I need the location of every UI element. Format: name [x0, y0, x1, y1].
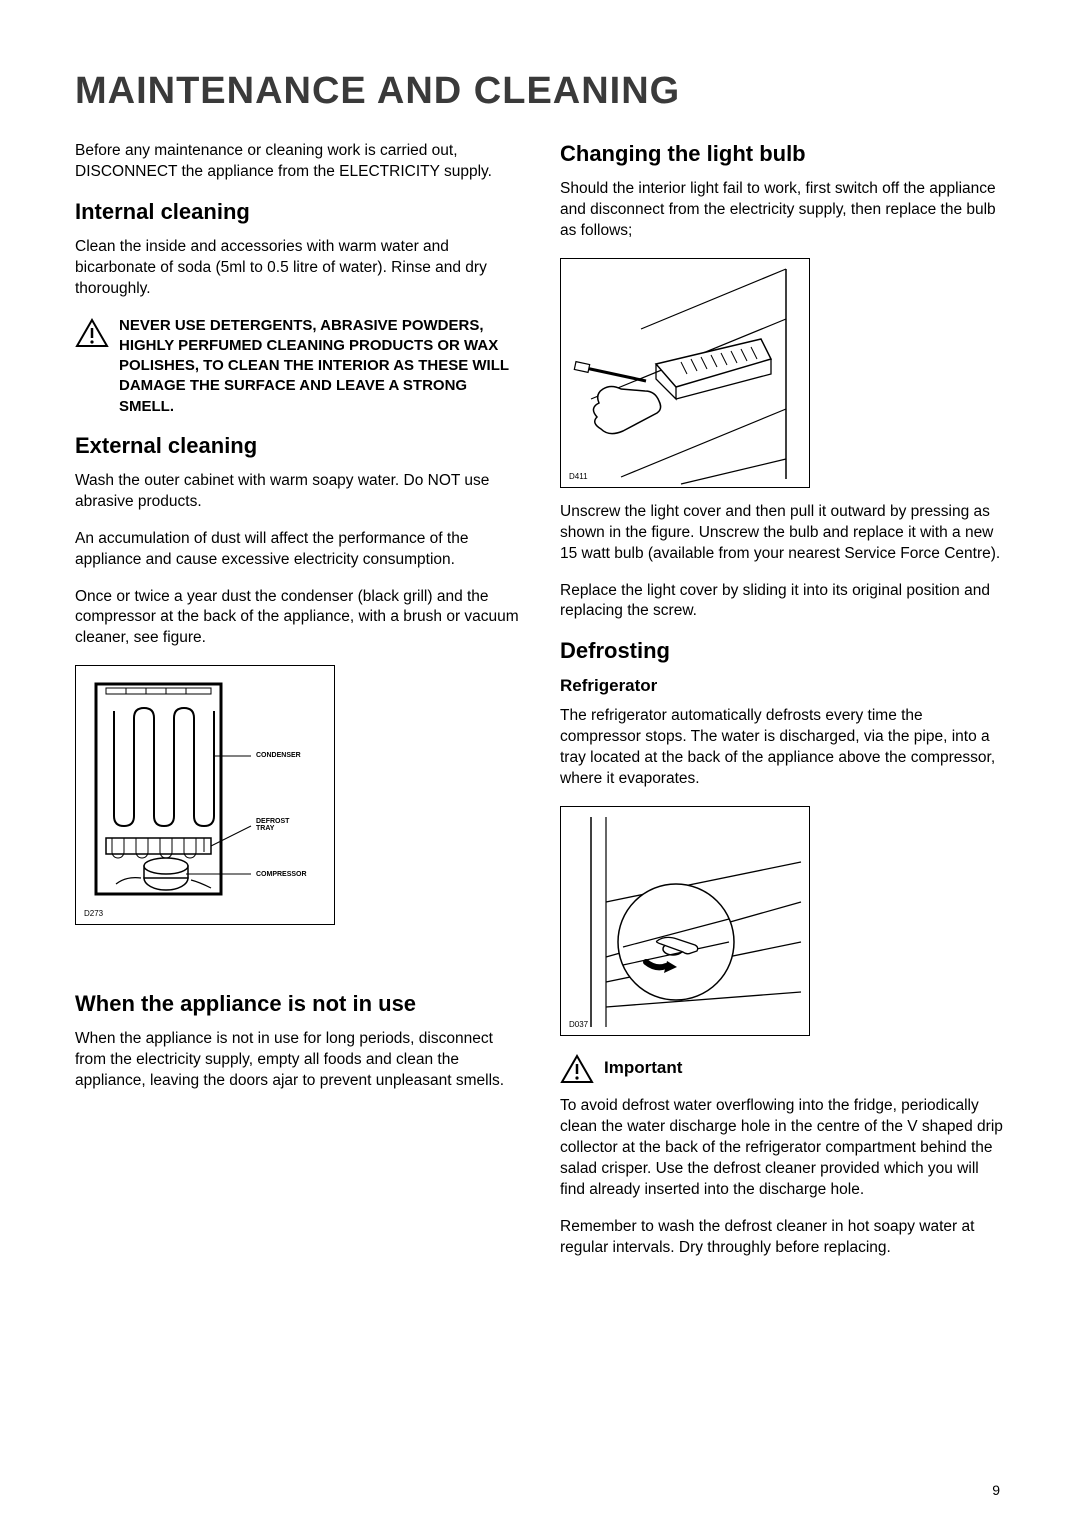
internal-cleaning-heading: Internal cleaning: [75, 199, 520, 225]
light-bulb-heading: Changing the light bulb: [560, 141, 1005, 167]
figure-light-bulb: D411: [560, 258, 810, 488]
important-row: Important: [560, 1052, 1005, 1084]
defrost-p1: The refrigerator automatically defrosts …: [560, 706, 1005, 790]
defrost-p3: Remember to wash the defrost cleaner in …: [560, 1217, 1005, 1259]
figure-label-compressor: COMPRESSOR: [256, 871, 307, 878]
defrost-p2: To avoid defrost water overflowing into …: [560, 1096, 1005, 1201]
external-p1: Wash the outer cabinet with warm soapy w…: [75, 471, 520, 513]
light-bulb-p1: Should the interior light fail to work, …: [560, 179, 1005, 242]
not-in-use-p1: When the appliance is not in use for lon…: [75, 1029, 520, 1092]
not-in-use-heading: When the appliance is not in use: [75, 991, 520, 1017]
figure-code-d411: D411: [569, 472, 588, 481]
figure-code-d273: D273: [84, 909, 103, 918]
internal-warning-text: NEVER USE DETERGENTS, ABRASIVE POWDERS, …: [119, 316, 520, 417]
two-column-layout: Before any maintenance or cleaning work …: [75, 141, 1005, 1275]
light-bulb-p3: Replace the light cover by sliding it in…: [560, 581, 1005, 623]
intro-paragraph: Before any maintenance or cleaning work …: [75, 141, 520, 183]
internal-warning-block: NEVER USE DETERGENTS, ABRASIVE POWDERS, …: [75, 316, 520, 417]
right-column: Changing the light bulb Should the inter…: [560, 141, 1005, 1275]
left-column: Before any maintenance or cleaning work …: [75, 141, 520, 1275]
external-cleaning-heading: External cleaning: [75, 433, 520, 459]
figure-condenser: CONDENSER DEFROST TRAY COMPRESSOR D273: [75, 665, 335, 925]
figure-defrost-drain: D037: [560, 806, 810, 1036]
external-p2: An accumulation of dust will affect the …: [75, 529, 520, 571]
warning-triangle-icon: [560, 1054, 594, 1084]
important-label: Important: [604, 1058, 682, 1078]
page-title: MAINTENANCE AND CLEANING: [75, 70, 1005, 113]
figure-label-condenser: CONDENSER: [256, 752, 301, 759]
light-bulb-p2: Unscrew the light cover and then pull it…: [560, 502, 1005, 565]
figure-label-defrost-tray: DEFROST TRAY: [256, 818, 306, 832]
defrosting-heading: Defrosting: [560, 638, 1005, 664]
external-p3: Once or twice a year dust the condenser …: [75, 587, 520, 650]
internal-cleaning-p1: Clean the inside and accessories with wa…: [75, 237, 520, 300]
page-number: 9: [992, 1482, 1000, 1498]
refrigerator-subheading: Refrigerator: [560, 676, 1005, 696]
warning-triangle-icon: [75, 318, 109, 348]
figure-code-d037: D037: [569, 1020, 588, 1029]
